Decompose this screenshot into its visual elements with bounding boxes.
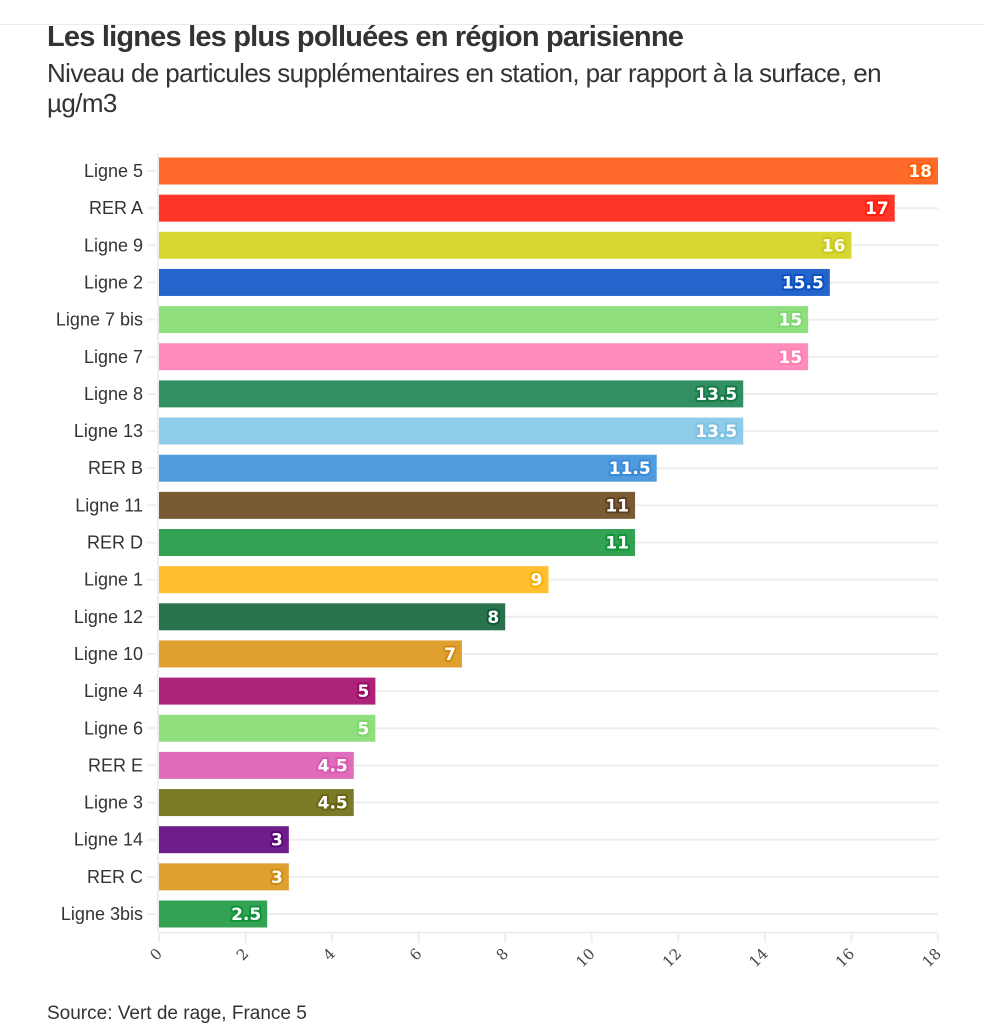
- value-label: 5: [358, 719, 370, 739]
- bar: [159, 900, 268, 928]
- x-tick-label: 2: [233, 945, 252, 964]
- value-label: 4.5: [318, 794, 348, 814]
- x-tick-label: 18: [919, 945, 945, 971]
- bar: [159, 640, 462, 668]
- value-label: 15: [778, 348, 802, 368]
- y-axis-label: RER A: [89, 198, 143, 218]
- y-axis-label: Ligne 9: [84, 235, 143, 255]
- value-label: 11.5: [609, 459, 651, 479]
- bar: [159, 343, 809, 371]
- chart-subtitle: Niveau de particules supplémentaires en …: [47, 58, 882, 118]
- value-label: 8: [487, 608, 499, 628]
- value-label: 9: [531, 571, 543, 591]
- value-label: 3: [271, 831, 283, 851]
- chart-title: Les lignes les plus polluées en région p…: [47, 21, 684, 53]
- y-axis-label: Ligne 11: [75, 495, 143, 515]
- x-tick-label: 0: [146, 945, 165, 964]
- value-label: 5: [358, 682, 370, 702]
- y-axis-label: RER B: [88, 458, 143, 478]
- x-axis-ticks: 0 2 4 6 8 10 12 14 16 18: [146, 932, 945, 971]
- bar: [159, 491, 636, 519]
- x-tick-label: 4: [319, 945, 338, 964]
- bar-chart: Ligne 5 RER A Ligne 9 Ligne 2 Ligne 7 bis Lig…: [56, 153, 945, 971]
- bar: [159, 417, 744, 445]
- y-axis-label: Ligne 7: [84, 347, 143, 367]
- value-label: 2.5: [231, 905, 261, 925]
- value-label: 15: [778, 311, 802, 331]
- x-tick-label: 6: [406, 945, 425, 964]
- bar: [159, 751, 354, 779]
- y-axis-label: Ligne 7 bis: [56, 310, 143, 330]
- value-label: 3: [271, 868, 283, 888]
- value-label: 16: [822, 236, 846, 256]
- y-axis-label: Ligne 5: [84, 161, 143, 181]
- value-label: 13.5: [695, 385, 737, 405]
- source-note: Source: Vert de rage, France 5: [47, 1003, 307, 1024]
- bar: [159, 231, 852, 259]
- bar: [159, 306, 809, 334]
- bar: [159, 826, 289, 854]
- bar: [159, 714, 376, 742]
- bar: [159, 380, 744, 408]
- top-divider: [0, 24, 984, 25]
- value-label: 15.5: [782, 273, 824, 293]
- bar: [159, 566, 549, 594]
- bar: [159, 268, 830, 296]
- value-label: 11: [605, 496, 629, 516]
- value-label: 7: [444, 645, 456, 665]
- bar: [159, 194, 895, 222]
- y-axis-label: Ligne 8: [84, 384, 143, 404]
- y-axis-label: Ligne 13: [74, 421, 143, 441]
- x-tick-label: 10: [572, 945, 598, 971]
- x-tick-label: 8: [493, 945, 512, 964]
- y-axis-labels: Ligne 5 RER A Ligne 9 Ligne 2 Ligne 7 bis Lig…: [56, 161, 143, 924]
- y-axis-label: Ligne 4: [84, 681, 143, 701]
- value-labels: 18 17 16 15.5 15 15 13.5 13.5 11.5 11 11 9 8 7 5 5 4.5 4.…: [229, 160, 934, 927]
- value-label: 13.5: [695, 422, 737, 442]
- y-axis-label: RER C: [87, 867, 143, 887]
- bar: [159, 603, 506, 631]
- y-axis-label: Ligne 10: [74, 644, 143, 664]
- y-axis-label: Ligne 6: [84, 718, 143, 738]
- value-label: 18: [908, 162, 932, 182]
- bar: [159, 157, 938, 185]
- bar: [159, 677, 376, 705]
- value-label: 17: [865, 199, 889, 219]
- bar: [159, 863, 289, 891]
- y-axis-label: Ligne 3: [84, 793, 143, 813]
- bar: [159, 454, 657, 482]
- bars: [159, 157, 938, 928]
- x-tick-label: 16: [832, 945, 858, 971]
- y-axis-label: RER D: [87, 533, 143, 553]
- x-tick-label: 14: [745, 945, 771, 971]
- y-axis-label: Ligne 2: [84, 272, 143, 292]
- value-label: 4.5: [318, 756, 348, 776]
- y-axis-label: Ligne 14: [74, 830, 143, 850]
- value-label: 11: [605, 534, 629, 554]
- bar: [159, 529, 636, 556]
- y-axis-label: Ligne 3bis: [61, 904, 143, 924]
- y-axis-label: Ligne 12: [74, 607, 143, 627]
- y-axis-label: RER E: [88, 755, 143, 775]
- x-tick-label: 12: [659, 945, 685, 971]
- bar: [159, 789, 354, 817]
- y-axis-label: Ligne 1: [84, 570, 143, 590]
